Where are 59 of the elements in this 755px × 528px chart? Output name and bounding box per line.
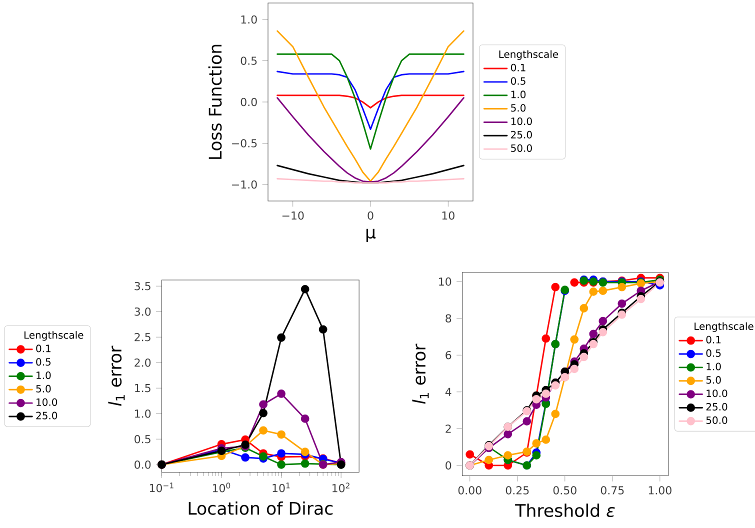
legend-label: 0.1 [510, 64, 526, 72]
y-tick-label: 1.5 [135, 384, 150, 392]
y-tick-label: 3.0 [134, 307, 151, 316]
y-axis-title: l$_{1}$ error [108, 346, 125, 406]
legend-title: Lengthscale [24, 331, 84, 341]
y-axis-title: l$_{1}$ error [412, 344, 429, 404]
x-tick-label: 0.25 [506, 486, 529, 494]
y-tick-label: 0 [446, 461, 452, 470]
x-tick-label: 0 [368, 211, 374, 220]
y-tick-label: 0.5 [240, 56, 257, 65]
y-tick-label: 2.5 [134, 332, 150, 342]
x-tick-label: 10$^{2}$ [332, 482, 350, 492]
y-tick-label: 4 [445, 388, 452, 396]
y-tick-label: −1.0 [232, 180, 257, 189]
x-axis-title: Location of Dirac [188, 501, 333, 515]
y-axis-title: Loss Function [208, 44, 222, 159]
y-tick-label: 0.0 [134, 460, 151, 469]
legend-label: 25.0 [36, 412, 58, 420]
y-tick-label: 0.5 [134, 434, 150, 444]
x-tick-label: 10$^{−1}$ [150, 482, 174, 492]
legend-label: 25.0 [706, 402, 728, 411]
legend-label: 5.0 [511, 104, 526, 112]
legend-title: Lengthscale [499, 50, 558, 60]
legend-label: 50.0 [511, 144, 532, 152]
y-tick-label: 6 [446, 350, 452, 360]
x-tick-label: 10$^{0}$ [212, 482, 230, 492]
legend-label: 0.5 [510, 77, 526, 85]
legend-label: 10.0 [36, 398, 58, 406]
legend-label: 5.0 [36, 384, 51, 392]
legend-label: 1.0 [511, 90, 526, 98]
legend-label: 25.0 [511, 130, 532, 138]
x-tick-label: 1.00 [648, 486, 672, 494]
legend-label: 1.0 [706, 362, 721, 370]
y-tick-label: 2.0 [134, 358, 151, 367]
y-tick-label: 3.5 [134, 282, 150, 290]
x-tick-label: −10 [282, 211, 304, 220]
x-tick-label: 0.00 [458, 486, 482, 494]
y-tick-label: 0.0 [240, 98, 257, 106]
legend-label: 5.0 [706, 376, 721, 384]
y-tick-label: 10 [439, 277, 452, 286]
x-tick-label: 0.50 [553, 486, 576, 494]
x-axis-title: μ [366, 228, 376, 242]
legend-label: 0.5 [706, 349, 721, 357]
x-axis-title: Threshold ε [515, 504, 615, 518]
legend-label: 50.0 [706, 416, 728, 424]
y-tick-label: 1.0 [241, 15, 257, 24]
legend-label: 10.0 [706, 390, 728, 398]
legend-label: 1.0 [36, 372, 51, 380]
y-tick-label: −0.5 [232, 139, 257, 148]
legend-title: Lengthscale [694, 322, 754, 332]
y-tick-label: 2 [446, 424, 451, 433]
y-tick-label: 8 [446, 314, 452, 323]
x-tick-label: 10$^{1}$ [272, 482, 290, 492]
legend-label: 0.5 [36, 358, 51, 366]
legend-label: 0.1 [706, 336, 721, 344]
x-tick-label: 0.75 [600, 486, 624, 494]
y-tick-label: 1.0 [135, 409, 151, 418]
legend-label: 10.0 [511, 118, 532, 126]
legend-label: 0.1 [36, 344, 50, 352]
